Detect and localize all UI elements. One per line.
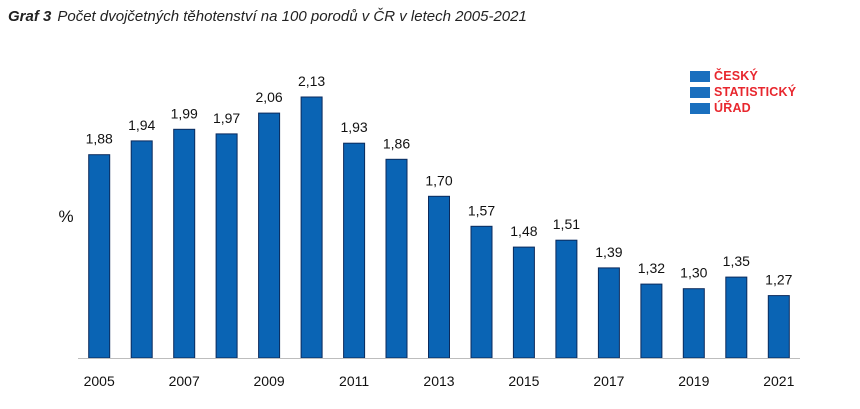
- data-label: 1,86: [383, 135, 410, 151]
- data-label: 1,97: [213, 110, 240, 126]
- czso-logo: ČESKÝ STATISTICKÝ ÚŘAD: [690, 68, 796, 116]
- logo-line: ČESKÝ: [714, 69, 759, 83]
- x-tick-label: 2011: [339, 373, 369, 389]
- bar: [555, 239, 578, 359]
- logo-line: STATISTICKÝ: [714, 85, 797, 99]
- x-tick-label: 2021: [763, 373, 794, 389]
- bar: [512, 246, 535, 359]
- x-tick-label: 2019: [678, 373, 709, 389]
- bar: [640, 283, 663, 359]
- bar: [385, 158, 408, 359]
- logo-bar: [690, 86, 710, 98]
- data-label: 1,51: [553, 216, 580, 232]
- data-label: 1,35: [723, 253, 750, 269]
- bar: [343, 142, 366, 359]
- bar: [258, 112, 281, 359]
- chart-title-text: Počet dvojčetných těhotenství na 100 por…: [57, 8, 527, 25]
- bar: [88, 154, 111, 359]
- logo-line: ÚŘAD: [714, 101, 751, 115]
- bar: [215, 133, 238, 359]
- bar: [428, 195, 450, 359]
- chart-number-label: Graf 3: [8, 8, 52, 25]
- data-label: 2,13: [298, 73, 325, 89]
- x-tick-label: 2013: [423, 373, 454, 389]
- data-label: 1,93: [340, 119, 367, 135]
- bar: [470, 225, 493, 359]
- x-tick-label: 2017: [593, 373, 624, 389]
- data-label: 1,94: [128, 117, 155, 133]
- data-label: 1,88: [86, 131, 113, 147]
- data-label: 1,70: [425, 172, 452, 188]
- data-label: 1,27: [765, 272, 792, 288]
- data-label: 1,48: [510, 223, 537, 239]
- data-label: 1,57: [468, 202, 495, 218]
- data-label: 1,39: [595, 244, 622, 260]
- x-tick-label: 2009: [254, 373, 285, 389]
- x-tick-label: 2007: [169, 373, 200, 389]
- bar: [597, 267, 620, 359]
- bar: [300, 96, 323, 359]
- x-tick-label: 2005: [84, 373, 115, 389]
- data-label: 1,30: [680, 265, 707, 281]
- chart-title: Graf 3 Počet dvojčetných těhotenství na 1…: [8, 8, 527, 25]
- logo-bar: [690, 102, 710, 114]
- bar: [725, 276, 748, 359]
- bar: [173, 128, 196, 359]
- bar: [767, 295, 790, 359]
- x-tick-label: 2015: [508, 373, 539, 389]
- bar: [130, 140, 153, 359]
- data-label: 2,06: [255, 89, 282, 105]
- data-label: 1,99: [171, 105, 198, 121]
- data-label: 1,32: [638, 260, 665, 276]
- bar: [682, 288, 705, 359]
- y-axis-label: %: [58, 207, 73, 226]
- logo-bar: [690, 70, 710, 82]
